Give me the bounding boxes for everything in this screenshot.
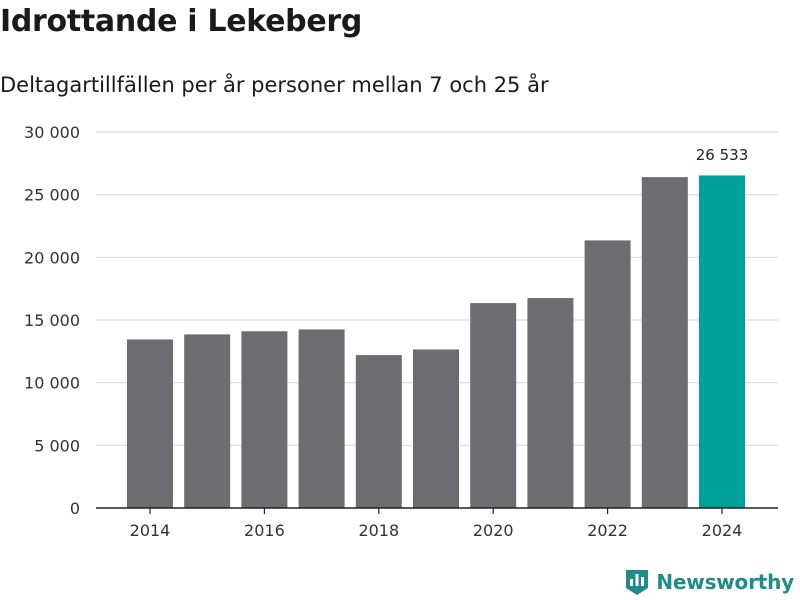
bar-2014 <box>127 339 173 508</box>
brand-name: Newsworthy <box>656 570 794 594</box>
bar-2024 <box>699 175 745 508</box>
bar-2015 <box>184 334 231 508</box>
chart-title: Idrottande i Lekeberg <box>0 4 363 39</box>
x-tick-label: 2024 <box>702 521 743 540</box>
bar-2022 <box>584 240 631 508</box>
data-label-2024: 26 533 <box>696 146 749 164</box>
bar-2020 <box>470 303 517 508</box>
y-tick-label: 0 <box>70 499 80 518</box>
bar-2023 <box>641 177 688 508</box>
chart-subtitle: Deltagartillfällen per år personer mella… <box>0 73 549 97</box>
y-tick-label: 15 000 <box>24 311 80 330</box>
x-tick-label: 2022 <box>587 521 628 540</box>
bar-chart: 0 5 000 10 000 15 000 20 000 25 000 30 000 26 … <box>24 123 778 540</box>
x-tick-label: 2016 <box>244 521 285 540</box>
bars <box>127 175 745 508</box>
bar-2016 <box>241 331 288 508</box>
bar-chart-badge-icon <box>626 570 649 595</box>
y-tick-label: 30 000 <box>24 123 80 142</box>
bar-2021 <box>527 298 574 508</box>
brand-logo: Newsworthy <box>624 568 794 596</box>
bar-2018 <box>355 355 402 508</box>
y-tick-label: 25 000 <box>24 186 80 205</box>
x-tick-label: 2014 <box>130 521 171 540</box>
y-tick-label: 20 000 <box>24 248 80 267</box>
y-axis-ticks: 0 5 000 10 000 15 000 20 000 25 000 30 000 <box>24 123 80 518</box>
y-tick-label: 5 000 <box>34 436 80 455</box>
bar-2019 <box>413 349 459 508</box>
x-tick-label: 2020 <box>473 521 514 540</box>
x-axis-ticks: 2014 2016 2018 2020 2022 2024 <box>130 508 743 540</box>
y-tick-label: 10 000 <box>24 374 80 393</box>
x-tick-label: 2018 <box>358 521 399 540</box>
bar-2017 <box>298 329 345 508</box>
data-labels: 26 533 <box>696 146 749 164</box>
